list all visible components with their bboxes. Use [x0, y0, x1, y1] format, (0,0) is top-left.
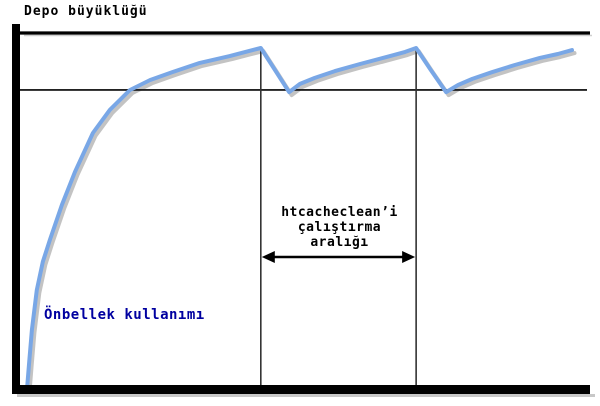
interval-arrow-head-right: [402, 251, 416, 263]
cache-usage-curve: [25, 46, 574, 391]
cache-usage-label: Önbellek kullanımı: [44, 307, 205, 323]
x-axis: [12, 385, 590, 394]
cleaning-interval-annotation: htcacheclean’i çalıştırma aralığı: [281, 205, 398, 250]
interval-arrow: [261, 251, 416, 263]
y-axis-title: Depo büyüklüğü: [24, 4, 148, 19]
interval-arrow-head-left: [261, 251, 275, 263]
x-axis-shadow: [17, 394, 595, 397]
y-axis: [12, 24, 20, 394]
